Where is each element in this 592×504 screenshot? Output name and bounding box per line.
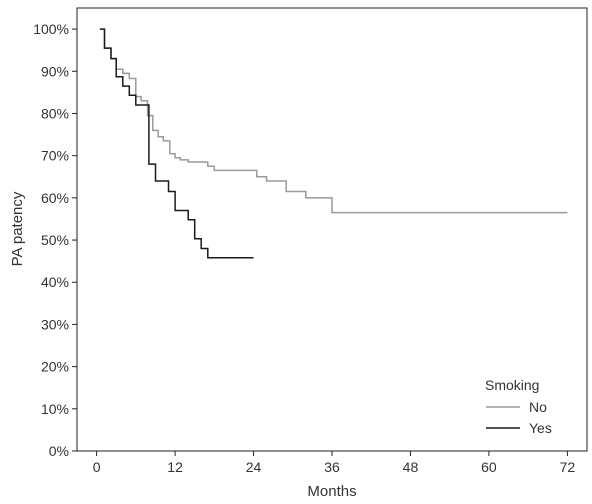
series-layer — [99, 28, 568, 259]
y-tick-label: 70% — [41, 148, 69, 164]
y-tick-label: 0% — [49, 443, 69, 459]
x-tick-label: 48 — [403, 459, 419, 475]
y-tick-label: 10% — [41, 401, 69, 417]
x-tick-label: 12 — [167, 459, 183, 475]
legend-label-yes: Yes — [529, 420, 552, 436]
y-tick-label: 80% — [41, 105, 69, 121]
series-line-yes — [99, 28, 254, 259]
x-tick-label: 72 — [560, 459, 576, 475]
y-tick-label: 90% — [41, 63, 69, 79]
y-tick-label: 20% — [41, 359, 69, 375]
y-tick-label: 100% — [33, 21, 69, 37]
y-tick-label: 30% — [41, 316, 69, 332]
y-axis: 0% 10% 20% 30% 40% 50% 60% 70% 80% 90% 100% — [33, 21, 77, 459]
y-tick-label: 40% — [41, 274, 69, 290]
series-line-no — [99, 28, 568, 214]
x-tick-label: 60 — [481, 459, 497, 475]
x-tick-label: 0 — [93, 459, 101, 475]
x-axis: 0 12 24 36 48 60 72 — [93, 451, 576, 475]
x-tick-label: 24 — [246, 459, 262, 475]
x-tick-label: 36 — [324, 459, 340, 475]
y-tick-label: 50% — [41, 232, 69, 248]
y-axis-title: PA patency — [9, 191, 26, 266]
y-tick-label: 60% — [41, 190, 69, 206]
x-axis-title: Months — [307, 483, 356, 499]
legend-title: Smoking — [485, 377, 539, 393]
legend-label-no: No — [529, 399, 547, 415]
legend: Smoking No Yes — [485, 377, 552, 436]
